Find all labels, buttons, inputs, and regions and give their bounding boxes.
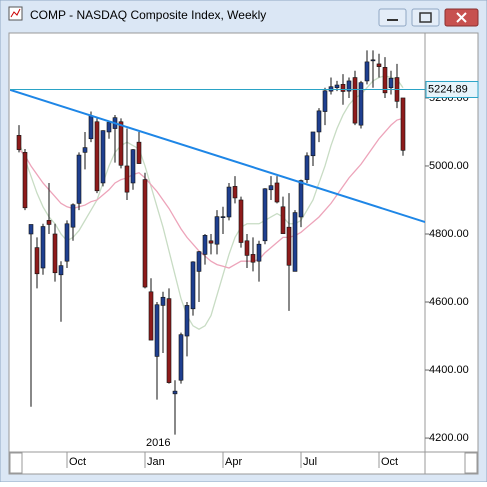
price-label: 5224.89 bbox=[428, 83, 468, 95]
candle-body bbox=[106, 122, 112, 133]
candle-body bbox=[286, 226, 292, 266]
price-label-box bbox=[425, 80, 479, 98]
candle-body bbox=[88, 115, 94, 140]
candle-body bbox=[310, 131, 316, 157]
moving-average bbox=[18, 117, 404, 269]
candle-body bbox=[148, 291, 154, 341]
candle-body bbox=[166, 298, 172, 383]
candle-body bbox=[340, 84, 346, 92]
candle-body bbox=[34, 247, 40, 275]
candle-body bbox=[376, 63, 382, 67]
candle-body bbox=[274, 182, 280, 203]
candle-body bbox=[16, 135, 22, 150]
x-tick-label: Apr bbox=[225, 456, 242, 468]
candle-body bbox=[256, 243, 262, 262]
window-title: COMP - NASDAQ Composite Index, Weekly bbox=[30, 8, 266, 22]
minimize-button[interactable] bbox=[378, 8, 407, 27]
candle-body bbox=[250, 254, 256, 263]
candle-body bbox=[130, 149, 136, 184]
candle-body bbox=[322, 90, 328, 112]
candle-body bbox=[316, 110, 322, 133]
candle-body bbox=[238, 199, 244, 243]
candle-body bbox=[82, 147, 88, 153]
candle-body bbox=[268, 185, 274, 191]
candle-body bbox=[52, 233, 58, 274]
candle-body bbox=[226, 186, 232, 218]
candle-body bbox=[400, 97, 406, 151]
candle-body bbox=[46, 220, 52, 225]
candle-body bbox=[352, 77, 358, 124]
scroll-box[interactable] bbox=[9, 452, 23, 474]
maximize-button[interactable] bbox=[411, 8, 440, 27]
plot bbox=[10, 50, 425, 435]
candle-body bbox=[298, 180, 304, 218]
candle-body bbox=[58, 265, 64, 276]
candle-body bbox=[100, 130, 106, 184]
candle-body bbox=[262, 188, 268, 242]
candle-body bbox=[334, 84, 340, 89]
candle-body bbox=[124, 165, 130, 193]
candle-body bbox=[190, 261, 196, 310]
candle-body bbox=[370, 59, 376, 62]
candle-body bbox=[382, 67, 388, 94]
candle-body bbox=[346, 80, 352, 92]
y-tick-label: 4200.00 bbox=[429, 432, 469, 444]
candle-body bbox=[64, 223, 70, 262]
candle-body bbox=[70, 204, 76, 228]
candle-body bbox=[184, 305, 190, 337]
candle-body bbox=[118, 121, 124, 166]
y-tick-label: 4600.00 bbox=[429, 296, 469, 308]
candle-body bbox=[232, 186, 238, 199]
x-tick-label: Oct bbox=[69, 456, 86, 468]
candle-body bbox=[208, 240, 214, 244]
candle-body bbox=[280, 206, 286, 234]
x-tick-label: Oct bbox=[381, 456, 398, 468]
chart-frame bbox=[8, 32, 479, 475]
candle-body bbox=[202, 235, 208, 255]
candle-body bbox=[196, 251, 202, 272]
y-tick-label: 4400.00 bbox=[429, 364, 469, 376]
year-label: 2016 bbox=[146, 437, 170, 449]
candle-body bbox=[76, 154, 82, 204]
close-glyph bbox=[456, 12, 467, 23]
x-tick-label: Jul bbox=[303, 456, 317, 468]
y-tick-label: 4800.00 bbox=[429, 228, 469, 240]
moving-average bbox=[18, 75, 404, 330]
candle-body bbox=[388, 77, 394, 89]
candle-body bbox=[154, 304, 160, 357]
candle-body bbox=[364, 61, 370, 82]
x-tick-label: Jan bbox=[147, 456, 165, 468]
maximize-glyph bbox=[419, 12, 432, 23]
candle-body bbox=[214, 216, 220, 245]
candle-body bbox=[220, 216, 226, 218]
candle-body bbox=[292, 212, 298, 272]
candle-body bbox=[304, 155, 310, 180]
trendline bbox=[10, 88, 425, 224]
candle-body bbox=[328, 86, 334, 92]
candle-body bbox=[40, 226, 46, 269]
app-icon-glyph bbox=[10, 8, 21, 18]
candle-body bbox=[172, 390, 178, 395]
candle-body bbox=[244, 240, 250, 256]
candle-body bbox=[28, 224, 34, 235]
candle-body bbox=[142, 179, 148, 288]
candle-body bbox=[178, 334, 184, 381]
candle-body bbox=[94, 121, 100, 192]
candle-body bbox=[358, 82, 364, 126]
y-tick-label: 5000.00 bbox=[429, 160, 469, 172]
scroll-box[interactable] bbox=[464, 452, 478, 474]
candle-body bbox=[136, 141, 142, 164]
candle-body bbox=[22, 152, 28, 209]
candle-body bbox=[160, 296, 166, 306]
